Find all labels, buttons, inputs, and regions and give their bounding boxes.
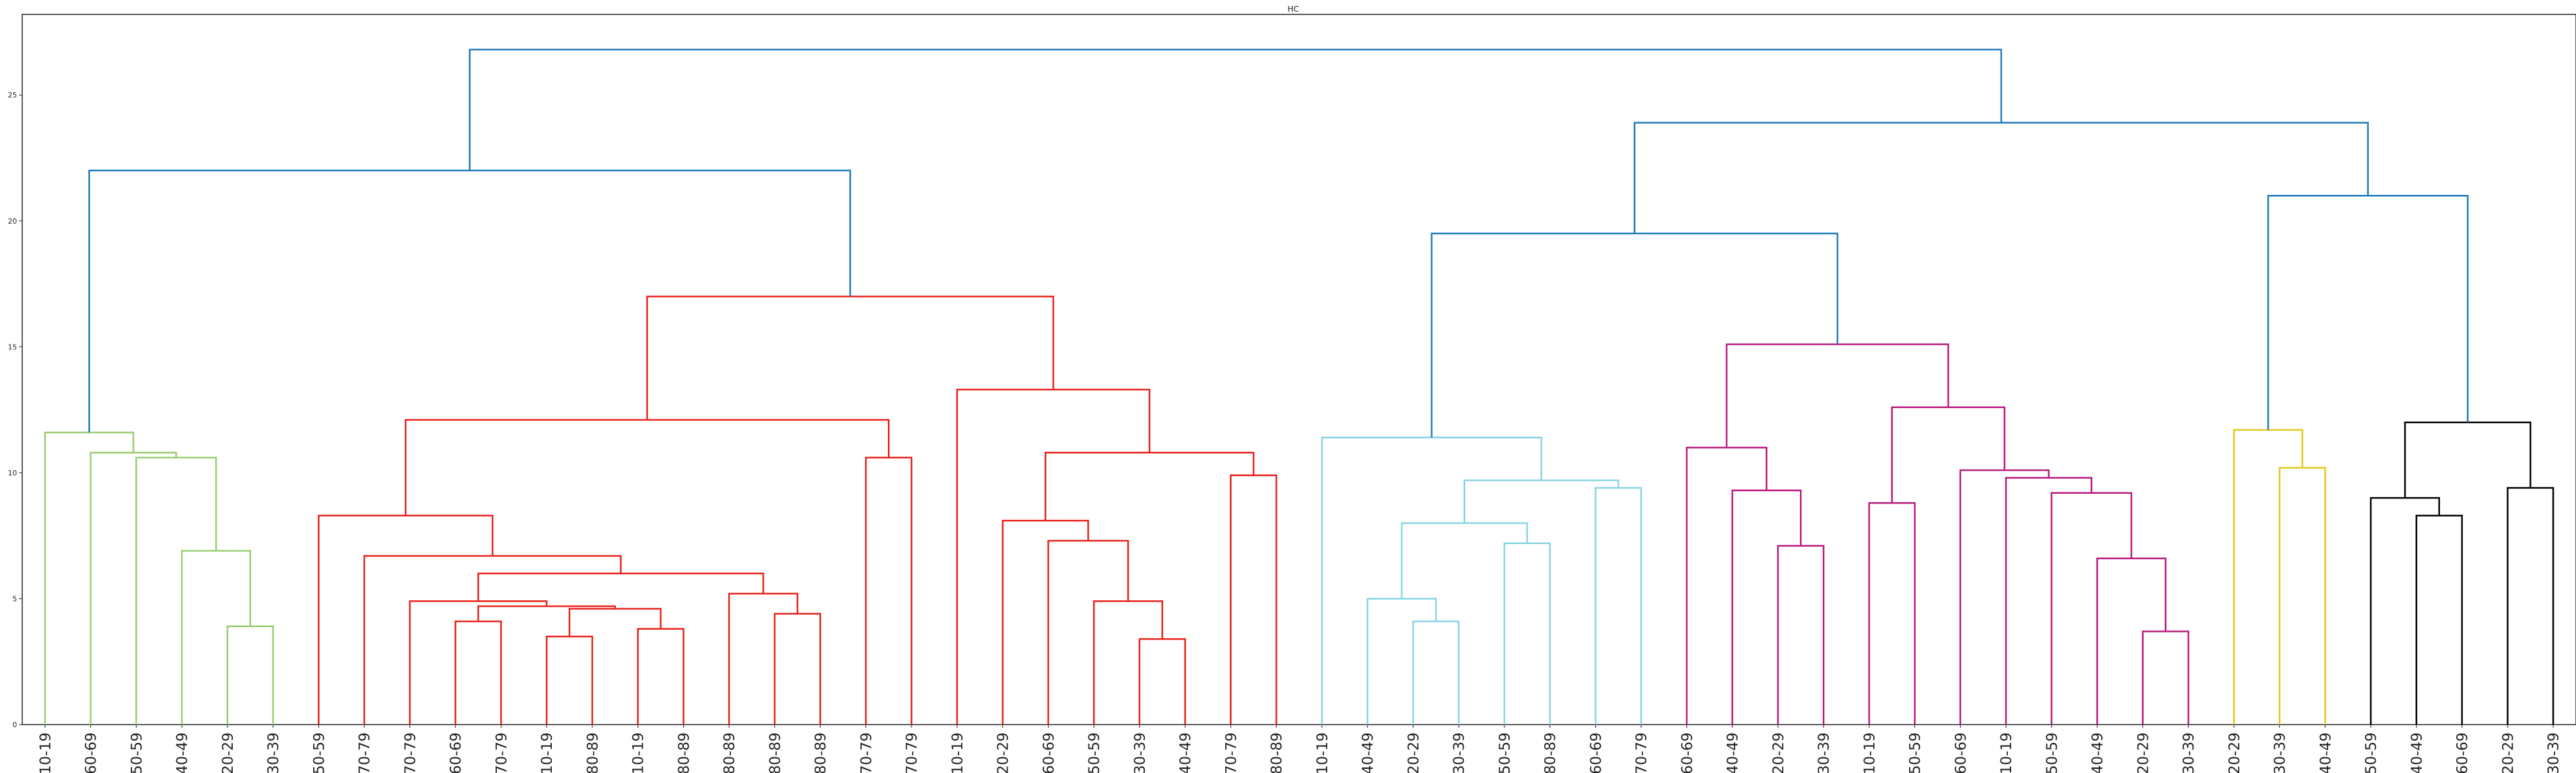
chart-title: HC	[1287, 5, 1298, 14]
leaf-label: 50-59	[2364, 732, 2380, 773]
dendrogram-link	[1959, 469, 2050, 725]
leaf-label: 30-39	[1816, 732, 1833, 773]
leaf-label: 70-79	[1634, 732, 1650, 773]
leaf-label: 50-59	[1908, 732, 1924, 773]
leaf-label: 70-79	[403, 732, 419, 773]
leaf-label: 10-19	[950, 732, 966, 773]
dendrogram-link	[1002, 519, 1089, 725]
leaf-label: 80-89	[722, 732, 738, 773]
leaf-label: 60-69	[449, 732, 465, 773]
dendrogram-link	[1431, 232, 1839, 438]
leaf-label: 40-49	[1725, 732, 1742, 773]
dendrogram-link	[2233, 429, 2303, 725]
dendrogram-link	[545, 635, 594, 725]
y-tick-label: 10	[8, 469, 17, 477]
dendrogram-link	[88, 169, 851, 433]
dendrogram-link	[2005, 477, 2093, 725]
leaf-label: 60-69	[2455, 732, 2471, 773]
dendrogram-link	[728, 593, 798, 725]
leaf-label: 60-69	[1680, 732, 1696, 773]
dendrogram-link	[1230, 474, 1278, 725]
leaf-label: 50-59	[129, 732, 145, 773]
leaf-label: 10-19	[631, 732, 647, 773]
leaf-label: 70-79	[357, 732, 373, 773]
dendrogram-link	[956, 388, 1151, 725]
leaf-label: 10-19	[38, 732, 54, 773]
leaf-label: 20-29	[996, 732, 1012, 773]
leaf-label: 80-89	[676, 732, 692, 773]
leaf-label: 10-19	[539, 732, 556, 773]
dendrogram-link	[1891, 406, 2006, 504]
leaf-label: 80-89	[1269, 732, 1285, 773]
leaf-label: 60-69	[84, 732, 100, 773]
dendrogram-link	[180, 550, 251, 725]
leaf-label: 30-39	[2546, 732, 2562, 773]
leaf-label: 20-29	[2500, 732, 2517, 773]
dendrogram-link	[1400, 522, 1528, 599]
y-tick-label: 15	[8, 343, 17, 351]
leaf-label: 40-49	[1178, 732, 1195, 773]
dendrogram-link	[1463, 479, 1619, 523]
leaf-label: 50-59	[311, 732, 328, 773]
dendrogram-links	[44, 48, 2554, 725]
leaf-label: 20-29	[2227, 732, 2243, 773]
leaf-label: 50-59	[2044, 732, 2061, 773]
dendrogram-link	[469, 48, 2003, 171]
leaf-label: 80-89	[768, 732, 784, 773]
leaf-label: 80-89	[585, 732, 602, 773]
leaf-label: 30-39	[1451, 732, 1468, 773]
y-tick-label: 20	[8, 217, 17, 226]
leaf-label: 40-49	[175, 732, 191, 773]
dendrogram-link	[2142, 630, 2190, 725]
y-tick-label: 0	[12, 721, 17, 729]
y-tick-label: 25	[8, 91, 17, 99]
dendrogram-link	[226, 625, 274, 725]
leaf-label: 80-89	[813, 732, 830, 773]
leaf-label: 70-79	[858, 732, 875, 773]
dendrogram-link	[318, 515, 494, 725]
dendrogram-link	[409, 600, 548, 725]
leaf-label: 40-49	[2318, 732, 2334, 773]
leaf-label: 50-59	[1497, 732, 1514, 773]
x-axis-ticks: 10-19 60-69 50-59 40-49 20-29 30-39 50-59 70-79…	[38, 725, 2562, 773]
dendrogram-link	[1633, 122, 2369, 234]
dendrogram-link	[1366, 598, 1437, 725]
leaf-label: 20-29	[1406, 732, 1422, 773]
leaf-label: 40-49	[2409, 732, 2426, 773]
dendrogram-link	[2415, 515, 2463, 725]
dendrogram-link	[1138, 638, 1186, 725]
leaf-label: 60-69	[1588, 732, 1604, 773]
leaf-label: 60-69	[1041, 732, 1057, 773]
leaf-label: 50-59	[1087, 732, 1103, 773]
y-axis-ticks: 0 5 10 15 20 25	[8, 91, 22, 729]
y-tick-label: 5	[12, 594, 17, 603]
leaf-label: 30-39	[2273, 732, 2289, 773]
dendrogram-link	[2096, 557, 2167, 725]
leaf-label: 30-39	[266, 732, 282, 773]
leaf-label: 20-29	[2135, 732, 2152, 773]
leaf-label: 30-39	[2181, 732, 2197, 773]
leaf-label: 10-19	[1999, 732, 2015, 773]
dendrogram-link	[1093, 600, 1163, 725]
leaf-label: 10-19	[1862, 732, 1878, 773]
leaf-label: 70-79	[904, 732, 921, 773]
leaf-label: 20-29	[220, 732, 237, 773]
dendrogram-link	[44, 432, 135, 725]
dendrogram-link	[637, 628, 685, 725]
plot-frame	[22, 14, 2576, 725]
leaf-label: 40-49	[2090, 732, 2107, 773]
leaf-label: 30-39	[1132, 732, 1149, 773]
leaf-label: 10-19	[1315, 732, 1331, 773]
dendrogram-link	[2267, 195, 2469, 430]
dendrogram-link	[363, 555, 622, 725]
leaf-label: 40-49	[1361, 732, 1377, 773]
leaf-label: 80-89	[1543, 732, 1559, 773]
leaf-label: 70-79	[494, 732, 510, 773]
leaf-label: 70-79	[1223, 732, 1240, 773]
dendrogram-link	[1321, 436, 1542, 725]
leaf-label: 60-69	[1953, 732, 1969, 773]
leaf-label: 20-29	[1771, 732, 1787, 773]
